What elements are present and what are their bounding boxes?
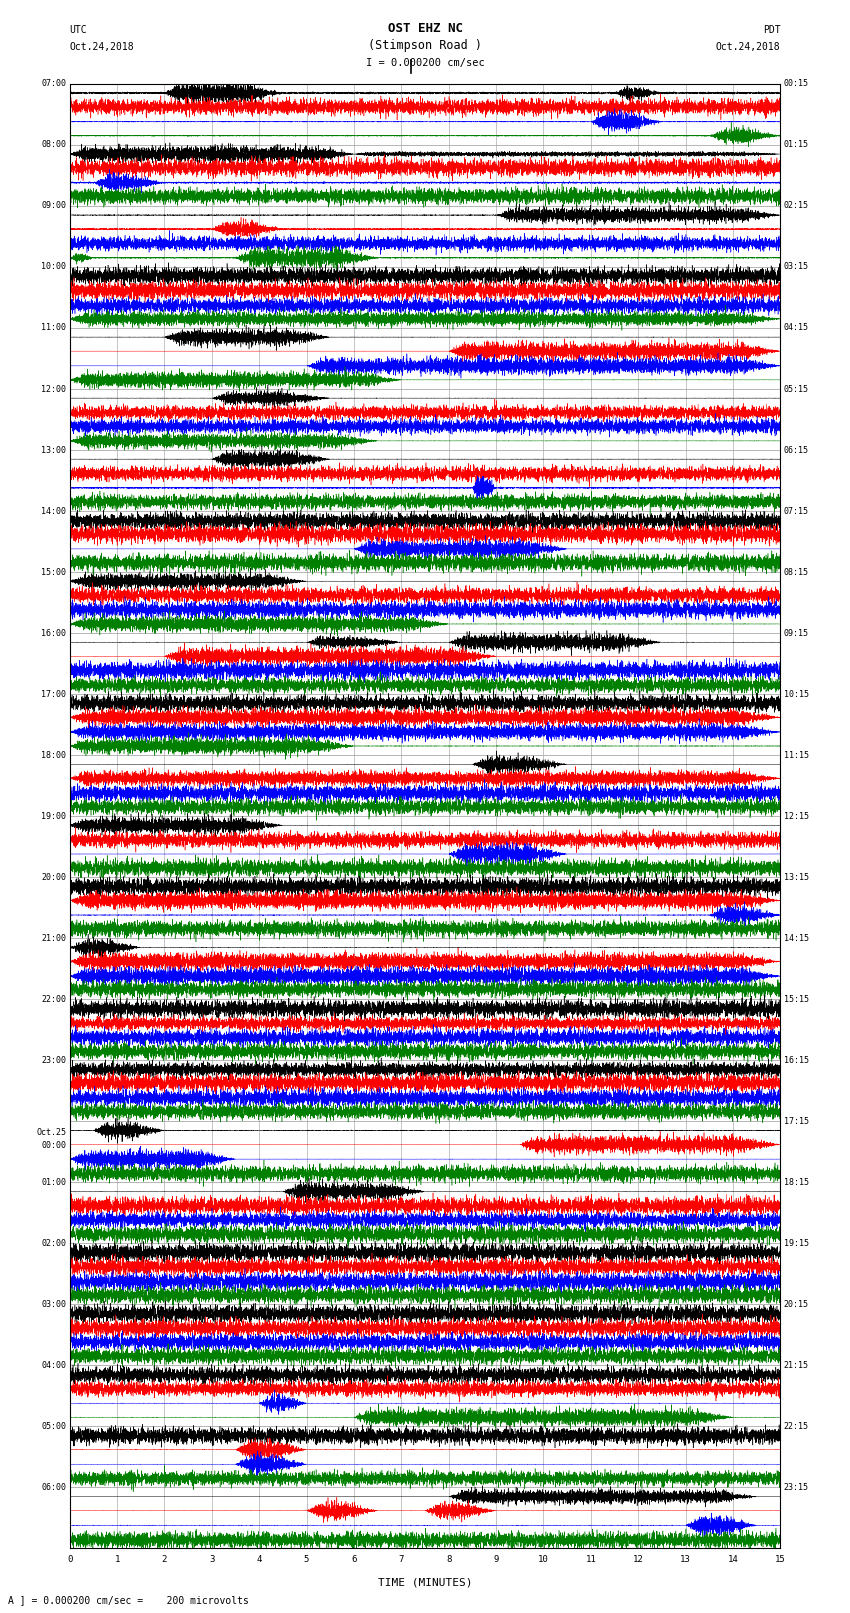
Text: 10:15: 10:15 [784, 690, 808, 698]
Text: 19:15: 19:15 [784, 1239, 808, 1248]
Text: 08:00: 08:00 [42, 140, 66, 150]
Text: 03:15: 03:15 [784, 263, 808, 271]
Text: 06:00: 06:00 [42, 1482, 66, 1492]
Text: 16:15: 16:15 [784, 1057, 808, 1065]
Text: 8: 8 [446, 1555, 451, 1565]
Text: 9: 9 [493, 1555, 499, 1565]
Text: 00:15: 00:15 [784, 79, 808, 89]
Text: 05:15: 05:15 [784, 384, 808, 394]
Text: 13:15: 13:15 [784, 873, 808, 882]
Text: 09:15: 09:15 [784, 629, 808, 637]
Text: 14:00: 14:00 [42, 506, 66, 516]
Text: 16:00: 16:00 [42, 629, 66, 637]
Text: 17:15: 17:15 [784, 1116, 808, 1126]
Text: 05:00: 05:00 [42, 1423, 66, 1431]
Text: 10: 10 [538, 1555, 549, 1565]
Text: 20:15: 20:15 [784, 1300, 808, 1308]
Text: 14: 14 [728, 1555, 739, 1565]
Text: 12: 12 [632, 1555, 643, 1565]
Text: 03:00: 03:00 [42, 1300, 66, 1308]
Text: A ] = 0.000200 cm/sec =    200 microvolts: A ] = 0.000200 cm/sec = 200 microvolts [8, 1595, 249, 1605]
Text: 12:15: 12:15 [784, 811, 808, 821]
Text: 02:00: 02:00 [42, 1239, 66, 1248]
Text: 19:00: 19:00 [42, 811, 66, 821]
Text: PDT: PDT [762, 26, 780, 35]
Text: 01:15: 01:15 [784, 140, 808, 150]
Text: 18:15: 18:15 [784, 1177, 808, 1187]
Text: 3: 3 [209, 1555, 214, 1565]
Text: 21:00: 21:00 [42, 934, 66, 942]
Text: 22:00: 22:00 [42, 995, 66, 1003]
Text: TIME (MINUTES): TIME (MINUTES) [377, 1578, 473, 1587]
Text: Oct.25: Oct.25 [37, 1127, 66, 1137]
Text: 08:15: 08:15 [784, 568, 808, 576]
Text: 7: 7 [399, 1555, 404, 1565]
Text: 12:00: 12:00 [42, 384, 66, 394]
Text: 1: 1 [115, 1555, 120, 1565]
Text: 06:15: 06:15 [784, 445, 808, 455]
Text: OST EHZ NC: OST EHZ NC [388, 23, 462, 35]
Text: 04:00: 04:00 [42, 1361, 66, 1369]
Text: (Stimpson Road ): (Stimpson Road ) [368, 39, 482, 52]
Text: 15:15: 15:15 [784, 995, 808, 1003]
Text: 02:15: 02:15 [784, 202, 808, 210]
Text: 11:00: 11:00 [42, 324, 66, 332]
Text: I = 0.000200 cm/sec: I = 0.000200 cm/sec [366, 58, 484, 68]
Text: 15:00: 15:00 [42, 568, 66, 576]
Text: 11:15: 11:15 [784, 750, 808, 760]
Text: 22:15: 22:15 [784, 1423, 808, 1431]
Text: 13: 13 [680, 1555, 691, 1565]
Text: 17:00: 17:00 [42, 690, 66, 698]
Text: 4: 4 [257, 1555, 262, 1565]
Text: 18:00: 18:00 [42, 750, 66, 760]
Text: 0: 0 [67, 1555, 72, 1565]
Text: 01:00: 01:00 [42, 1177, 66, 1187]
Text: UTC: UTC [70, 26, 88, 35]
Text: 6: 6 [351, 1555, 357, 1565]
Text: 15: 15 [775, 1555, 785, 1565]
Text: 11: 11 [586, 1555, 596, 1565]
Text: 14:15: 14:15 [784, 934, 808, 942]
Text: 04:15: 04:15 [784, 324, 808, 332]
Text: 23:00: 23:00 [42, 1057, 66, 1065]
Text: 2: 2 [162, 1555, 167, 1565]
Text: 20:00: 20:00 [42, 873, 66, 882]
Text: 23:15: 23:15 [784, 1482, 808, 1492]
Text: 07:15: 07:15 [784, 506, 808, 516]
Text: 07:00: 07:00 [42, 79, 66, 89]
Text: 21:15: 21:15 [784, 1361, 808, 1369]
Text: Oct.24,2018: Oct.24,2018 [716, 42, 780, 52]
Text: 09:00: 09:00 [42, 202, 66, 210]
Text: 10:00: 10:00 [42, 263, 66, 271]
Text: Oct.24,2018: Oct.24,2018 [70, 42, 134, 52]
Text: 5: 5 [304, 1555, 309, 1565]
Text: 13:00: 13:00 [42, 445, 66, 455]
Text: 00:00: 00:00 [42, 1140, 66, 1150]
